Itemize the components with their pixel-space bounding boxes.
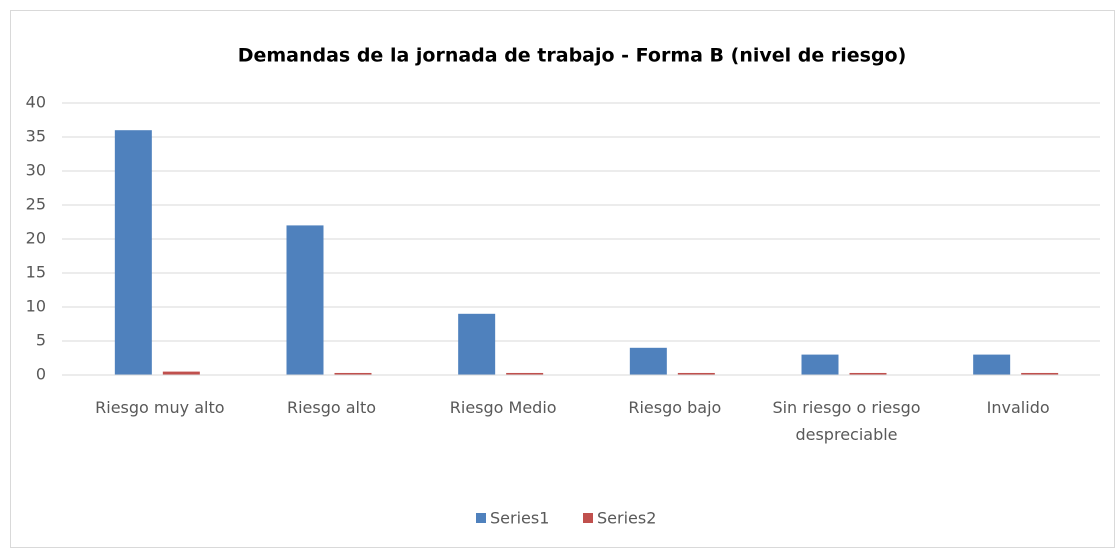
bar	[629, 347, 667, 375]
bar	[162, 371, 200, 375]
y-tick-label: 5	[36, 331, 46, 350]
x-tick-label: Invalido	[986, 398, 1050, 417]
x-tick-label: Sin riesgo o riesgo despreciable	[772, 398, 921, 444]
y-tick-label: 25	[26, 195, 46, 214]
y-tick-label: 35	[26, 127, 46, 146]
bar	[114, 130, 152, 375]
legend-label: Series1	[490, 509, 549, 528]
chart-frame	[10, 10, 1115, 548]
x-tick-label: Riesgo Medio	[449, 398, 557, 417]
x-tick-label: Riesgo muy alto	[95, 398, 225, 417]
bar	[849, 372, 887, 375]
bar	[1021, 372, 1059, 375]
x-tick-label: Riesgo alto	[286, 398, 377, 417]
bar	[458, 313, 496, 375]
chart-title: Demandas de la jornada de trabajo - Form…	[238, 45, 907, 67]
bar	[973, 354, 1011, 375]
y-tick-label: 30	[26, 161, 46, 180]
y-tick-label: 20	[26, 229, 46, 248]
legend-swatch	[583, 513, 593, 523]
y-tick-label: 0	[36, 365, 46, 384]
bar	[677, 372, 715, 375]
legend-label: Series2	[597, 509, 656, 528]
bar	[506, 372, 544, 375]
bar	[334, 372, 372, 375]
bar	[801, 354, 839, 375]
bar	[286, 225, 324, 375]
y-tick-label: 10	[26, 297, 46, 316]
legend-swatch	[476, 513, 486, 523]
x-tick-label: Riesgo bajo	[628, 398, 722, 417]
y-tick-label: 15	[26, 263, 46, 282]
y-tick-label: 40	[26, 93, 46, 112]
